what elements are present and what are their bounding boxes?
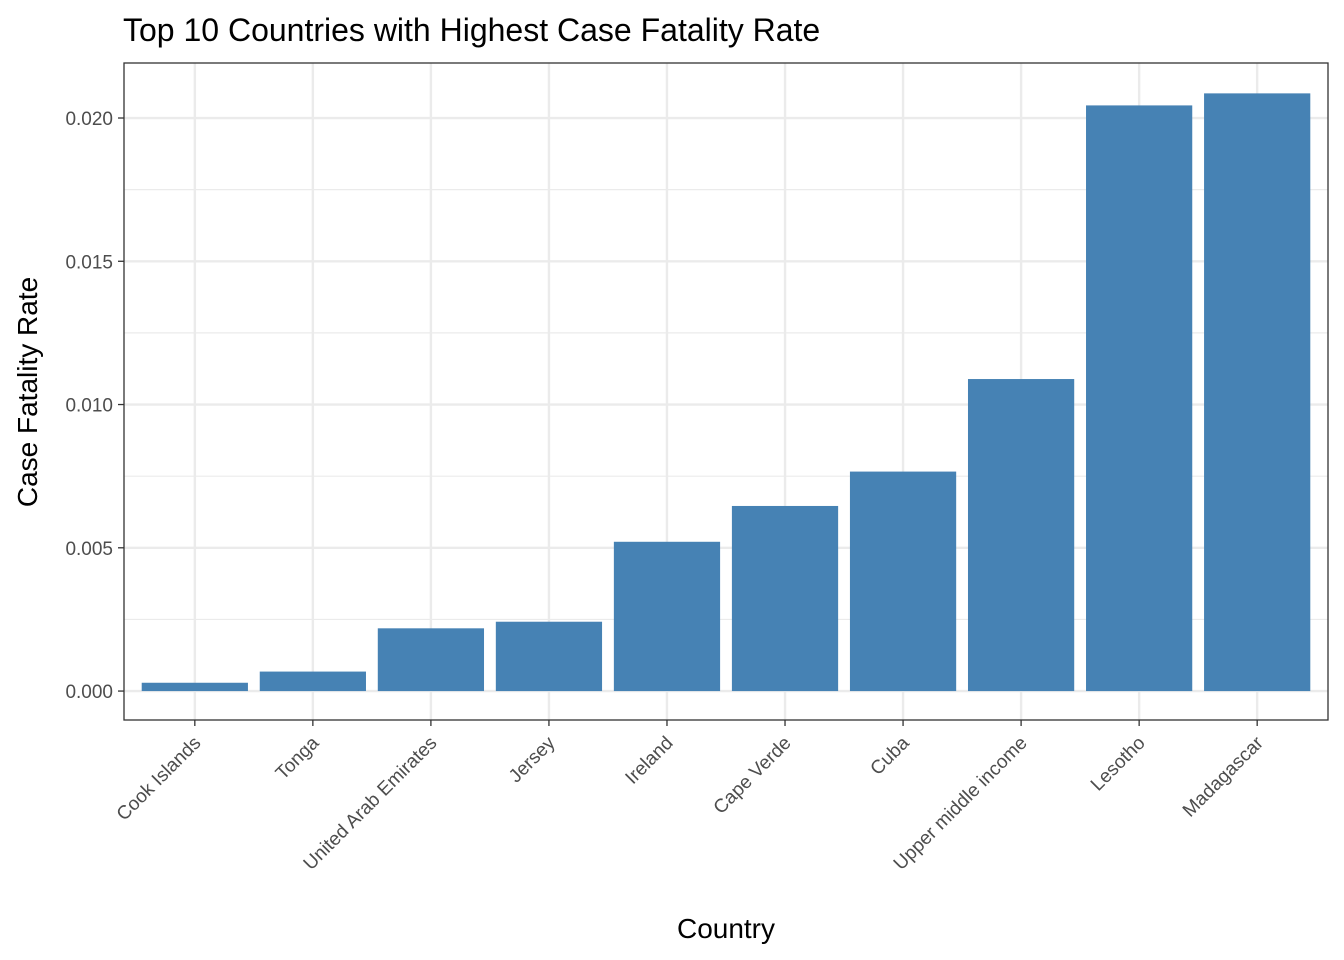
x-axis-title: Country [677,913,775,944]
x-tick-label: Jersey [505,732,560,787]
x-tick-label: Lesotho [1087,733,1150,796]
y-axis-ticks: 0.000 0.005 0.010 0.015 0.020 [65,109,124,703]
bar [849,471,957,692]
plot-border [123,62,1329,721]
y-axis-title: Case Fatality Rate [12,277,43,507]
bar [495,621,603,692]
bar [1204,93,1311,692]
y-tick-label: 0.020 [65,109,113,130]
bar [1086,105,1193,692]
y-tick-label: 0.010 [65,396,113,417]
bar [613,541,721,692]
bar [967,379,1075,692]
bar [377,628,485,692]
bar [731,505,839,692]
x-tick-label: Cape Verde [710,733,796,819]
bar [259,671,366,692]
y-tick-label: 0.005 [65,539,113,560]
x-tick-label: Upper middle income [890,733,1032,875]
y-tick-label: 0.000 [65,682,113,703]
x-tick-label: Cook Islands [113,733,206,826]
x-tick-label: United Arab Emirates [300,733,442,875]
x-tick-label: Ireland [622,733,678,789]
y-tick-label: 0.015 [65,252,113,273]
bar [141,682,248,692]
chart-title: Top 10 Countries with Highest Case Fatal… [123,12,820,48]
x-tick-label: Tonga [272,732,324,784]
x-tick-label: Madagascar [1179,732,1268,821]
bars-group [141,93,1311,692]
x-tick-label: Cuba [867,732,914,779]
